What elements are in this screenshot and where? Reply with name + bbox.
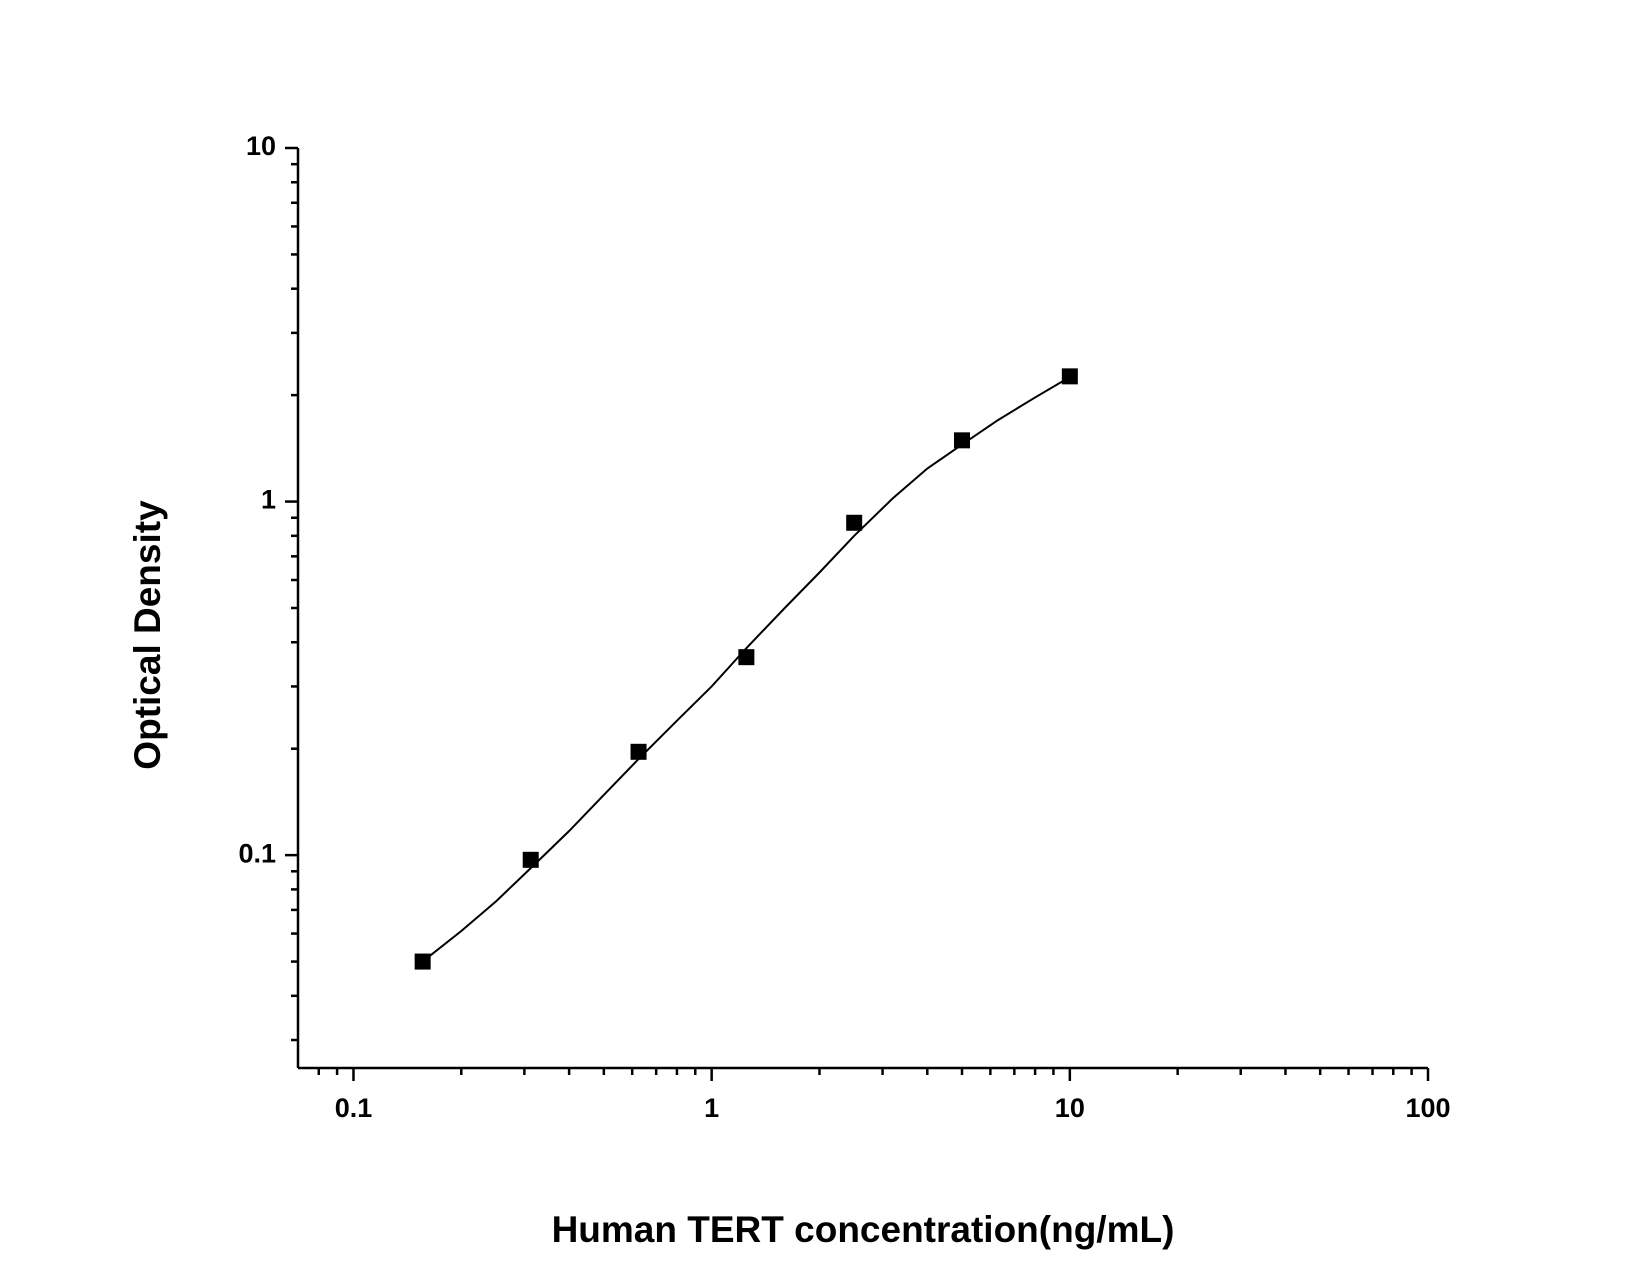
x-tick-label: 10 (1055, 1093, 1085, 1123)
x-tick-label: 0.1 (335, 1093, 373, 1123)
data-point (954, 432, 971, 449)
y-tick-label: 10 (246, 131, 276, 161)
data-point (1061, 368, 1078, 385)
fit-curve (422, 376, 1071, 963)
x-tick-label: 100 (1405, 1093, 1450, 1123)
data-point (846, 514, 863, 531)
data-point (630, 743, 647, 760)
y-tick-label: 1 (261, 485, 276, 515)
data-point (522, 851, 539, 868)
x-tick-label: 1 (704, 1093, 719, 1123)
data-point (738, 649, 755, 666)
x-axis-title: Human TERT concentration(ng/mL) (552, 1209, 1175, 1250)
y-axis-title: Optical Density (127, 500, 168, 770)
data-point (414, 953, 431, 970)
y-tick-label: 0.1 (238, 838, 276, 868)
